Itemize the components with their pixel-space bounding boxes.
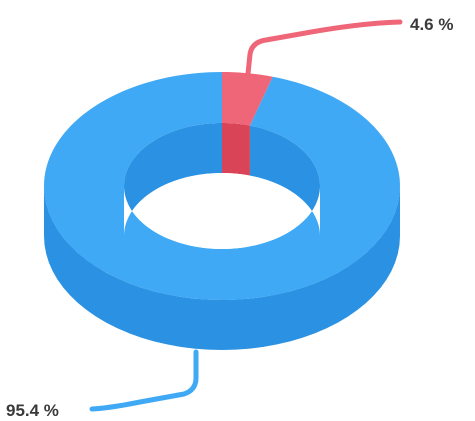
inner-wall-slice-1-0 [249,125,320,236]
inner-wall-slice-0-0 [222,123,250,176]
donut-sides [44,123,400,350]
slice-label-large: 95.4 % [6,401,59,420]
donut-hole [124,173,320,249]
leader-lines [89,19,403,412]
outer-wall-slice-1 [44,186,400,350]
slice-label-small: 4.6 % [410,15,453,34]
leader-line-small [244,19,403,87]
slice-top-1 [44,72,400,300]
value-labels: 4.6 % 95.4 % [6,15,453,420]
inner-wall-slice-1-1 [124,123,222,236]
donut-top [44,72,400,300]
leader-line-large [89,349,199,412]
slice-top-0 [222,72,273,126]
